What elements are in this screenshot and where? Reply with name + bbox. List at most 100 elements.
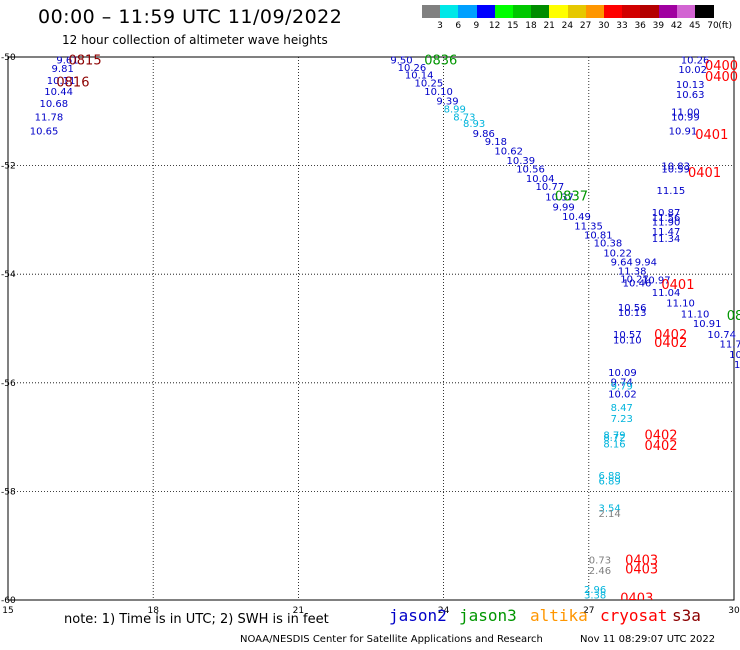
wave-height-reading: 10.87 xyxy=(652,208,681,219)
wave-height-reading: 10.13 xyxy=(618,308,647,319)
wave-height-reading: 10.61 xyxy=(729,350,740,361)
readings-layer: 9.619.8110.1110.4410.6811.7810.659.5010.… xyxy=(30,54,740,606)
colorbar-swatch xyxy=(640,5,660,18)
pass-time-label: 0403 xyxy=(625,553,658,568)
colorbar-unit: (ft) xyxy=(718,21,732,31)
page-title: 00:00 – 11:59 UTC 11/09/2022 xyxy=(38,6,343,28)
pass-time-label: 0816 xyxy=(56,75,89,90)
wave-height-reading: 8.72 xyxy=(603,433,625,444)
pass-time-label: 0401 xyxy=(695,128,728,143)
pass-time-label: 0400 xyxy=(705,70,738,85)
wave-height-reading: 11.10 xyxy=(666,298,695,309)
colorbar-swatch xyxy=(531,5,550,18)
wave-height-reading: 3.54 xyxy=(598,504,620,515)
colorbar-label: 6 xyxy=(455,21,462,31)
wave-height-reading: 10.39 xyxy=(507,156,536,167)
colorbar-label: 33 xyxy=(616,21,628,31)
wave-height-reading: 10.14 xyxy=(405,70,434,81)
legend-jason2: jason2 xyxy=(389,606,447,625)
pass-time-label: 0402 xyxy=(644,428,677,443)
wave-height-reading: 10.65 xyxy=(30,126,59,137)
x-tick-label: 21 xyxy=(293,606,304,616)
wave-height-reading: 10.63 xyxy=(676,90,705,101)
colorbar-label: 70 xyxy=(707,21,719,31)
y-tick-label: -56 xyxy=(1,379,16,389)
wave-height-reading: 10.25 xyxy=(415,79,444,90)
x-tick-label: 30 xyxy=(728,606,740,616)
colorbar-swatch xyxy=(458,5,478,18)
colorbar-swatch xyxy=(422,5,441,18)
wave-height-reading: 6.88 xyxy=(598,471,620,482)
wave-height-reading: 9.74 xyxy=(611,378,633,389)
wave-height-reading: 2.96 xyxy=(584,585,606,596)
wave-height-reading: 3.38 xyxy=(584,591,606,602)
colorbar-label: 3 xyxy=(437,21,443,31)
wave-height-reading: 8.73 xyxy=(453,113,475,124)
colorbar-label: 12 xyxy=(488,21,501,31)
pass-time-label: 0815 xyxy=(69,54,102,69)
wave-height-reading: 10.56 xyxy=(516,164,545,175)
y-tick-label: -52 xyxy=(1,162,16,172)
colorbar-label: 27 xyxy=(579,21,592,31)
colorbar-swatch xyxy=(494,5,514,18)
wave-height-reading: 10.38 xyxy=(594,239,623,250)
page-subtitle: 12 hour collection of altimeter wave hei… xyxy=(62,33,328,47)
wave-height-reading: 10.77 xyxy=(536,182,565,193)
wave-height-reading: 10.56 xyxy=(618,303,647,314)
wave-height-reading: 10.81 xyxy=(584,231,613,242)
colorbar-swatch xyxy=(476,5,496,18)
y-tick-label: -58 xyxy=(1,487,16,497)
y-tick-label: -54 xyxy=(1,270,16,280)
colorbar-swatch xyxy=(676,5,696,18)
colorbar-label: 30 xyxy=(598,21,610,31)
wave-height-reading: 9.50 xyxy=(390,56,412,67)
wave-height-reading: 10.26 xyxy=(681,56,710,67)
pass-time-label: 0401 xyxy=(688,166,721,181)
wave-height-reading: 10.04 xyxy=(526,174,555,185)
map-frame xyxy=(7,56,735,601)
wave-height-reading: 8.47 xyxy=(611,403,633,414)
wave-height-reading: 2.46 xyxy=(589,566,611,577)
wave-height-reading: 10.59 xyxy=(661,164,690,175)
wave-height-reading: 9.81 xyxy=(52,64,74,75)
colorbar-label: 39 xyxy=(652,21,665,31)
colorbar-swatch xyxy=(585,5,605,18)
wave-height-reading: 11.90 xyxy=(652,218,681,229)
wave-height-reading: 10.44 xyxy=(44,87,73,98)
wave-height-reading: 9.39 xyxy=(436,96,458,107)
legend-jason3: jason3 xyxy=(459,606,517,625)
wave-height-reading: 10.83 xyxy=(661,162,690,173)
wave-height-reading: 10.10 xyxy=(613,335,642,346)
x-tick-label: 27 xyxy=(583,606,594,616)
wave-height-reading: 9.61 xyxy=(56,56,78,67)
wave-height-reading: 8.79 xyxy=(603,430,625,441)
wave-height-reading: 10.91 xyxy=(669,126,698,137)
wave-height-reading: 10.09 xyxy=(608,368,637,379)
wave-height-reading: 11.10 xyxy=(681,309,710,320)
wave-height-reading: 9.79 xyxy=(611,382,633,393)
wave-height-reading: 10.46 xyxy=(623,278,652,289)
colorbar-swatch xyxy=(549,5,569,18)
wave-height-reading: 10.02 xyxy=(678,65,707,76)
wave-height-reading: 10.97 xyxy=(642,276,671,287)
wave-height-reading: 11.56 xyxy=(652,213,681,224)
pass-time-label: 0400 xyxy=(705,59,738,74)
wave-height-reading: 8.99 xyxy=(444,105,466,116)
wave-height-reading: 9.86 xyxy=(473,129,495,140)
legend-s3a: s3a xyxy=(672,606,701,625)
pass-time-label: 0402 xyxy=(644,439,677,454)
colorbar-label: 15 xyxy=(507,21,519,31)
x-tick-label: 15 xyxy=(2,606,13,616)
colorbar-label: 9 xyxy=(473,21,480,31)
wave-height-reading: 11.04 xyxy=(652,288,681,299)
wave-height-reading: 10.99 xyxy=(671,113,700,124)
wave-height-reading: 10.74 xyxy=(707,330,736,341)
wave-height-reading: 8.93 xyxy=(463,119,485,130)
wave-height-reading: 11.15 xyxy=(657,186,686,197)
pass-time-label: 0838 xyxy=(727,309,740,324)
pass-time-label: 0403 xyxy=(620,591,653,606)
legend-altika: altika xyxy=(530,606,588,625)
colorbar-swatch xyxy=(513,5,532,18)
units-note: note: 1) Time is in UTC; 2) SWH is in fe… xyxy=(64,612,329,627)
